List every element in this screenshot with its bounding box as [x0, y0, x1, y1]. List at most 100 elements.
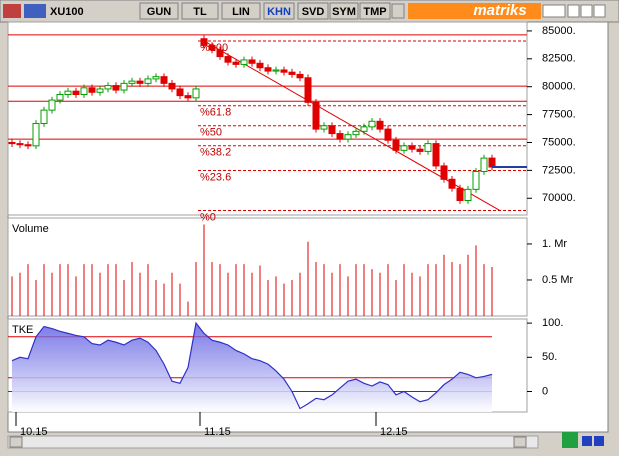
- candle-body: [392, 139, 400, 151]
- candle-body: [328, 125, 336, 135]
- candle-body: [336, 133, 344, 140]
- candle-body: [168, 82, 176, 90]
- candle-body: [288, 71, 296, 75]
- tke-area: [12, 323, 492, 412]
- candle-body: [320, 125, 328, 130]
- y-tick-label: 0.5 Mr: [542, 274, 574, 286]
- toolbar-button[interactable]: [329, 2, 359, 20]
- toolbar-button[interactable]: [139, 2, 179, 20]
- candle-body: [160, 76, 168, 84]
- candle-body: [40, 109, 48, 125]
- candle-body: [80, 87, 88, 96]
- toolbar-button-label: TL: [193, 6, 207, 18]
- candle-body: [360, 126, 368, 132]
- candle-body: [32, 123, 40, 147]
- candle-body: [464, 188, 472, 201]
- maximize[interactable]: [580, 4, 593, 18]
- candle-body: [376, 120, 384, 130]
- candle-body: [432, 143, 440, 167]
- chart-icon[interactable]: [24, 4, 46, 18]
- candle-body: [112, 85, 120, 91]
- y-tick-label: 85000.: [542, 25, 576, 37]
- menu-dropdown[interactable]: [542, 4, 566, 18]
- nav-prev[interactable]: [582, 436, 592, 446]
- minimize[interactable]: [567, 4, 580, 18]
- toolbar-button[interactable]: [359, 2, 391, 20]
- candle-body: [264, 67, 272, 72]
- candle-body: [352, 130, 360, 136]
- nav-next[interactable]: [594, 436, 604, 446]
- toolbar-button-label: SVD: [302, 6, 325, 18]
- toolbar-dropdown[interactable]: [391, 3, 405, 19]
- candle-body: [488, 157, 496, 168]
- brand: matriks: [473, 2, 526, 19]
- y-tick-label: 80000.: [542, 81, 576, 93]
- candle-body: [232, 61, 240, 65]
- toolbar-button-label: LIN: [232, 6, 250, 18]
- candle-body: [64, 90, 72, 96]
- scroll-right[interactable]: [513, 436, 527, 448]
- candle-body: [416, 148, 424, 152]
- candle-body: [472, 170, 480, 190]
- x-tick-label: 11.15: [204, 426, 231, 438]
- candle-body: [248, 59, 256, 64]
- candle-body: [120, 82, 128, 91]
- candle-body: [408, 145, 416, 150]
- toolbar-button[interactable]: [263, 2, 295, 20]
- toolbar-button-label: KHN: [267, 6, 291, 18]
- candle-body: [256, 62, 264, 69]
- x-tick-label: 10.15: [20, 426, 48, 438]
- y-tick-label: 0: [542, 385, 548, 397]
- candle-body: [96, 88, 104, 93]
- y-tick-label: 82500.: [542, 53, 576, 65]
- candle-body: [440, 165, 448, 180]
- scrollbar[interactable]: [7, 435, 539, 449]
- candle-body: [208, 44, 216, 51]
- candle-body: [224, 56, 232, 63]
- tke-line: [11, 321, 493, 410]
- x-tick-label: 12.15: [380, 426, 408, 438]
- panel-title: Volume: [12, 223, 49, 235]
- candle-body: [176, 88, 184, 97]
- fib-label: %38.2: [200, 147, 231, 159]
- scroll-left[interactable]: [9, 436, 23, 448]
- candle-body: [296, 73, 304, 79]
- y-tick-label: 70000.: [542, 192, 576, 204]
- candle-body: [280, 69, 288, 73]
- brand-box: [408, 3, 541, 19]
- close[interactable]: [593, 4, 606, 18]
- candle-body: [216, 49, 224, 58]
- toolbar-button-label: SYM: [332, 6, 356, 18]
- toolbar-button-label: TMP: [363, 6, 386, 18]
- panel-title: TKE: [12, 324, 33, 336]
- y-tick-label: 75000.: [542, 136, 576, 148]
- app-icon[interactable]: [3, 4, 21, 18]
- fib-label: %23.6: [200, 171, 231, 183]
- toolbar-button[interactable]: [181, 2, 219, 20]
- candle-body: [128, 80, 136, 84]
- toolbar-button-label: GUN: [147, 6, 172, 18]
- toolbar-button[interactable]: [297, 2, 329, 20]
- fib-label: %0: [200, 211, 216, 223]
- candle-body: [304, 77, 312, 103]
- candle-body: [272, 69, 280, 72]
- candle-body: [24, 144, 32, 147]
- toolbar-button[interactable]: [221, 2, 261, 20]
- y-tick-label: 1. Mr: [542, 238, 567, 250]
- candle-body: [104, 85, 112, 90]
- candle-body: [16, 143, 24, 146]
- candle-body: [456, 187, 464, 201]
- candle-body: [480, 157, 488, 172]
- candle-body: [152, 76, 160, 80]
- price-frame: [7, 21, 528, 216]
- fib-label: %61.8: [200, 107, 231, 119]
- refresh[interactable]: [562, 432, 578, 448]
- candle-body: [312, 101, 320, 130]
- candle-body: [240, 59, 248, 65]
- y-tick-label: 50.: [542, 351, 557, 363]
- candle-body: [400, 145, 408, 151]
- symbol: XU100: [50, 6, 84, 18]
- candle-body: [144, 78, 152, 84]
